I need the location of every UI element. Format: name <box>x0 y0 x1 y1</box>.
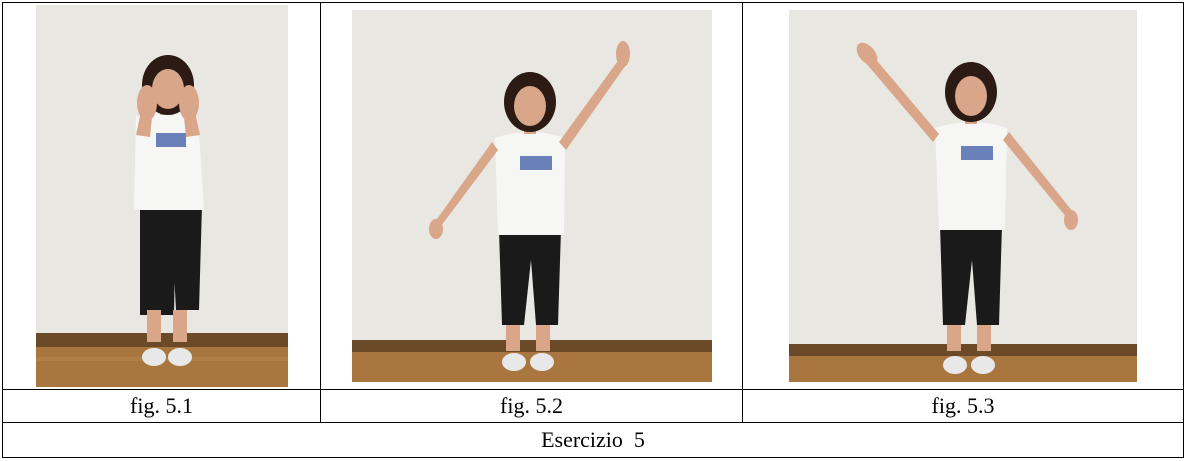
figure-caption-3: fig. 5.3 <box>742 389 1184 423</box>
exercise-photo-1 <box>35 5 288 387</box>
exercise-photo-3 <box>789 10 1137 382</box>
photo-fig-5-2 <box>351 10 712 382</box>
figure-caption-1: fig. 5.1 <box>2 389 321 423</box>
photo-fig-5-1 <box>35 5 288 387</box>
exercise-photo-2 <box>351 10 712 382</box>
figure-caption-2: fig. 5.2 <box>320 389 743 423</box>
photo-cell-1 <box>2 2 321 390</box>
photo-fig-5-3 <box>789 10 1137 382</box>
photo-cell-2 <box>320 2 743 390</box>
photo-row <box>2 2 1184 390</box>
caption-row: fig. 5.1 fig. 5.2 fig. 5.3 <box>2 389 1184 423</box>
exercise-title: Esercizio 5 <box>2 422 1184 458</box>
photo-cell-3 <box>742 2 1184 390</box>
title-row: Esercizio 5 <box>2 422 1184 458</box>
